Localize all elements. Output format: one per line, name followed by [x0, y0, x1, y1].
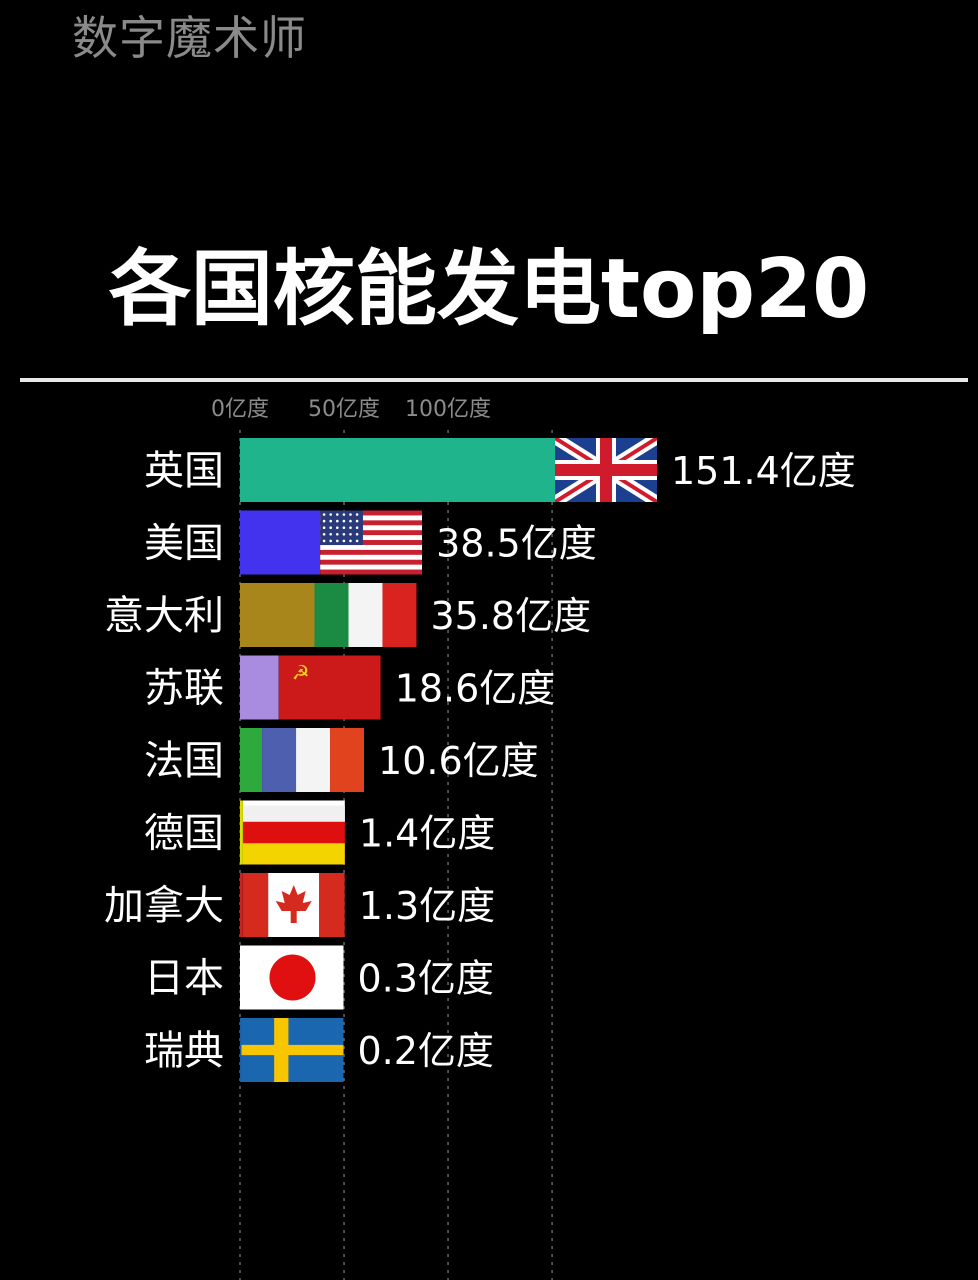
category-label: 意大利 — [104, 593, 224, 639]
us-flag — [320, 510, 423, 575]
canada-flag — [242, 873, 345, 937]
category-label: 德国 — [144, 811, 224, 857]
sweden-flag — [241, 1018, 344, 1082]
bar — [240, 510, 321, 575]
bar-row: 苏联 ☭ 18.6亿度 — [144, 655, 556, 720]
value-label: 1.4亿度 — [359, 812, 495, 856]
bar-row: 日本 0.3亿度 — [144, 945, 494, 1010]
category-label: 日本 — [144, 956, 224, 1002]
bar — [240, 655, 279, 720]
category-label: 美国 — [144, 521, 224, 567]
bar — [240, 945, 242, 1010]
category-label: 英国 — [144, 448, 224, 494]
category-label: 瑞典 — [144, 1028, 224, 1074]
bar-row: 加拿大 1.3亿度 — [104, 873, 495, 937]
ussr-flag: ☭ — [278, 655, 381, 720]
bar — [240, 728, 263, 792]
bar — [240, 1018, 242, 1082]
value-label: 10.6亿度 — [378, 739, 539, 783]
value-label: 151.4亿度 — [671, 449, 856, 493]
france-flag — [262, 728, 365, 792]
value-label: 0.3亿度 — [358, 957, 494, 1001]
bar — [240, 438, 555, 502]
svg-text:☭: ☭ — [292, 661, 310, 685]
japan-flag — [241, 945, 344, 1010]
category-label: 苏联 — [144, 666, 224, 712]
bar-row: 德国 1.4亿度 — [144, 800, 495, 865]
x-tick-label: 100亿度 — [405, 397, 491, 422]
chart-title: 各国核能发电top20 — [108, 242, 870, 337]
x-tick-label: 0亿度 — [211, 397, 269, 422]
title-divider — [20, 378, 968, 382]
germany-flag — [242, 800, 345, 865]
value-label: 1.3亿度 — [359, 884, 495, 928]
uk-flag — [555, 438, 657, 502]
value-label: 38.5亿度 — [436, 522, 597, 566]
value-label: 18.6亿度 — [395, 667, 556, 711]
category-label: 加拿大 — [104, 883, 224, 929]
bar-row: 瑞典 0.2亿度 — [144, 1018, 494, 1082]
value-label: 35.8亿度 — [430, 594, 591, 638]
watermark: 数字魔术师 — [72, 11, 307, 65]
bar — [240, 873, 243, 937]
italy-flag — [314, 583, 417, 647]
bar — [240, 583, 315, 647]
bar-row: 美国 38.5亿度 — [144, 510, 597, 575]
bar-row: 意大利 35.8亿度 — [104, 583, 591, 647]
value-label: 0.2亿度 — [358, 1029, 494, 1073]
x-tick-label: 50亿度 — [308, 397, 380, 422]
x-axis-ticks: 0亿度 50亿度 100亿度 — [211, 397, 491, 422]
bar — [240, 800, 243, 865]
category-label: 法国 — [144, 738, 224, 784]
bar-row: 英国 151.4亿度 — [144, 438, 856, 502]
bar-row: 法国 10.6亿度 — [144, 728, 539, 792]
